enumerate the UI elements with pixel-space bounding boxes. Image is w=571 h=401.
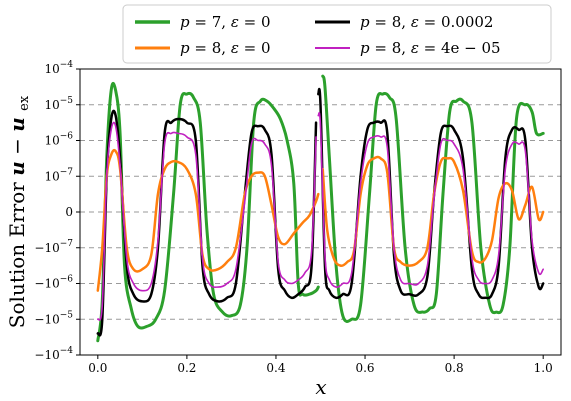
legend-entry-part: 0	[261, 13, 271, 31]
y-tick-label-base: 10	[44, 98, 59, 112]
legend-entry-part: =	[370, 39, 392, 57]
legend-entry-part: =	[419, 13, 441, 31]
y-axis-label-minus: −	[5, 132, 29, 155]
legend-entry-part: 0.0002	[441, 13, 494, 31]
legend-entry-part: ,	[221, 13, 231, 31]
legend: p = 7, ε = 0p = 8, ε = 0p = 8, ε = 0.000…	[122, 4, 552, 64]
legend-entry-part: 8	[212, 39, 222, 57]
x-tick-label: 0.8	[445, 361, 464, 375]
y-tick-label-exp: −5	[60, 96, 74, 106]
y-tick-label-exp: −6	[60, 275, 74, 285]
legend-box	[122, 4, 552, 64]
y-tick-label: −10−7	[34, 239, 73, 255]
y-tick-label-exp: −7	[60, 239, 74, 249]
y-tick-label: 10−7	[44, 167, 73, 183]
legend-entry-part: ε	[231, 39, 239, 57]
y-axis-label-uex-sub: ex	[17, 95, 32, 111]
y-tick-label-exp: −6	[60, 132, 74, 142]
y-tick-label: −10−4	[34, 346, 73, 362]
y-tick-label-base: −10	[34, 312, 59, 326]
y-tick-label: 10−5	[44, 96, 73, 112]
series-line	[317, 111, 544, 288]
y-axis-label-prefix: Solution Error	[5, 176, 29, 328]
series-line	[321, 74, 545, 323]
y-axis: 10−410−510−610−70−10−7−10−6−10−5−10−4	[34, 60, 80, 362]
legend-entry-part: ,	[401, 13, 411, 31]
legend-entry-part: =	[190, 39, 212, 57]
y-tick-label: 0	[65, 205, 73, 219]
legend-entry-part: 0	[261, 39, 271, 57]
y-axis-label-u: u	[5, 161, 29, 176]
y-tick-label-base: −10	[34, 277, 59, 291]
x-tick-label: 0.2	[177, 361, 196, 375]
legend-entry-part: =	[419, 39, 441, 57]
legend-entry: p = 8, ε = 0	[180, 39, 271, 57]
legend-entry-part: 8	[392, 13, 402, 31]
x-axis: 0.0 0.2 0.4 0.6 0.8 1.0	[88, 355, 553, 375]
legend-entry-part: 7	[212, 13, 222, 31]
x-tick-label: 0.6	[355, 361, 374, 375]
legend-entry-part: p	[180, 13, 190, 31]
y-tick-label-exp: −7	[60, 167, 74, 177]
legend-entry-part: ,	[221, 39, 231, 57]
y-tick-label: −10−6	[34, 275, 73, 291]
y-axis-label: Solution Error u − u ex	[5, 95, 32, 328]
legend-entry-part: ε	[231, 13, 239, 31]
y-tick-label-exp: −4	[60, 346, 74, 356]
x-tick-label: 0.0	[88, 361, 107, 375]
legend-entry-part: =	[239, 39, 261, 57]
x-axis-label: x	[315, 375, 326, 399]
legend-entry-part: =	[190, 13, 212, 31]
legend-entry: p = 8, ε = 0.0002	[360, 13, 493, 31]
y-tick-label: 10−6	[44, 132, 73, 148]
y-tick-label-base: −10	[34, 348, 59, 362]
legend-entry: p = 8, ε = 4e − 05	[360, 39, 501, 57]
legend-entry-part: =	[370, 13, 392, 31]
y-tick-label-base: 0	[65, 205, 73, 219]
y-tick-label-base: 10	[44, 62, 59, 76]
y-tick-label-base: 10	[44, 169, 59, 183]
legend-entry-part: ,	[401, 39, 411, 57]
series-line	[97, 121, 317, 321]
legend-entry: p = 7, ε = 0	[180, 13, 271, 31]
y-axis-label-uex: u	[5, 117, 29, 132]
legend-entry-part: p	[180, 39, 190, 57]
legend-entry-part: p	[360, 13, 370, 31]
legend-entry-part: 4e − 05	[441, 39, 501, 57]
legend-entry-part: =	[239, 13, 261, 31]
series-layer	[96, 74, 545, 343]
x-tick-label: 1.0	[534, 361, 553, 375]
legend-entry-part: ε	[411, 39, 419, 57]
y-tick-label: −10−5	[34, 310, 73, 326]
y-tick-label-exp: −4	[60, 60, 74, 70]
legend-entry-part: 8	[392, 39, 402, 57]
y-tick-label: 10−4	[44, 60, 73, 76]
legend-entry-part: ε	[411, 13, 419, 31]
y-tick-label-base: −10	[34, 241, 59, 255]
x-tick-label: 0.4	[266, 361, 285, 375]
y-tick-label-exp: −5	[60, 310, 74, 320]
legend-entry-part: p	[360, 39, 370, 57]
y-tick-label-base: 10	[44, 134, 59, 148]
